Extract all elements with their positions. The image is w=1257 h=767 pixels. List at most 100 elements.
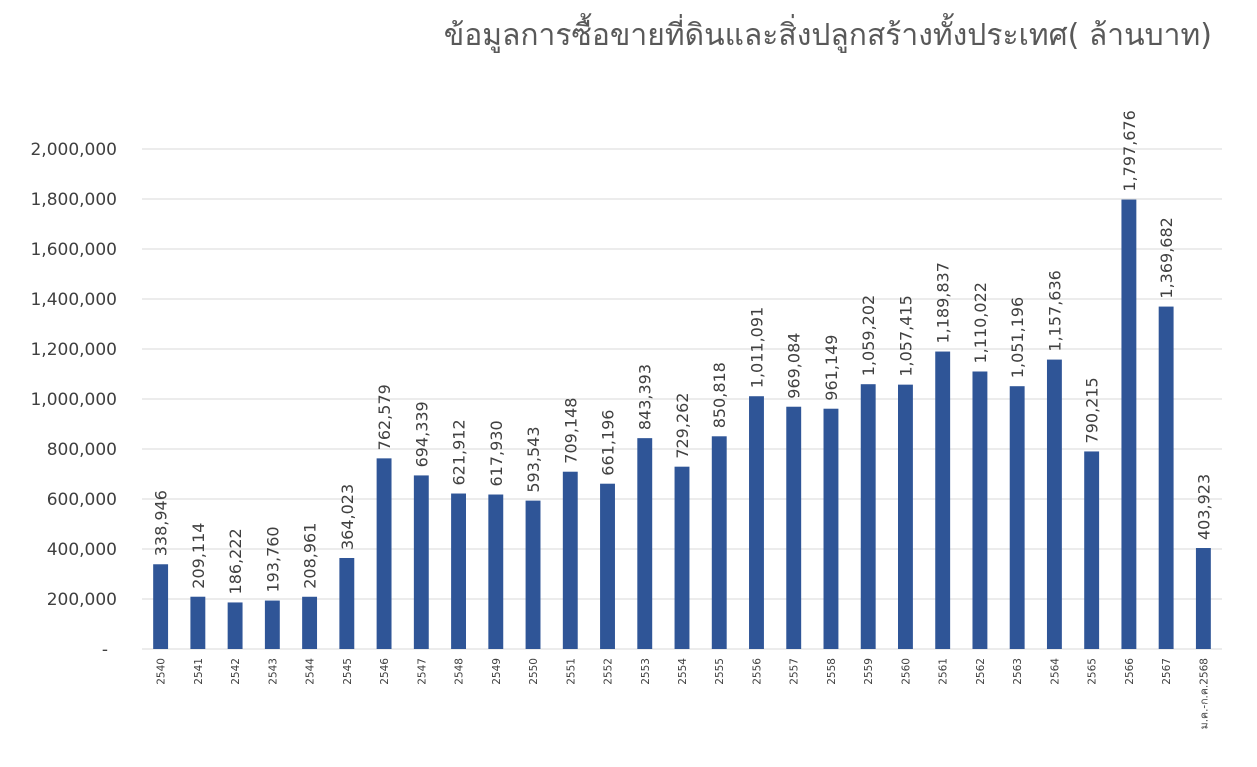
bar xyxy=(1195,548,1211,649)
data-label: 1,189,837 xyxy=(934,262,953,343)
data-label: 1,051,196 xyxy=(1008,297,1027,378)
data-label: 709,148 xyxy=(561,398,580,464)
bar xyxy=(860,384,876,649)
x-tick-label: 2557 xyxy=(789,658,801,685)
x-axis-ticks: 2540 2541 2542 2543 2544 2545 2546 2547 2548 2549… xyxy=(156,658,1211,730)
x-tick-label: 2551 xyxy=(565,658,577,685)
x-tick-label: 2548 xyxy=(454,658,466,685)
data-label: 621,912 xyxy=(450,419,469,485)
data-label: 208,961 xyxy=(301,523,320,589)
bar xyxy=(1046,359,1062,649)
data-label: 1,157,636 xyxy=(1045,270,1064,351)
bar xyxy=(302,596,318,649)
x-tick-label: 2565 xyxy=(1087,658,1099,685)
bar xyxy=(451,493,466,649)
x-tick-label: 2544 xyxy=(305,658,317,685)
x-tick-label: 2564 xyxy=(1049,658,1061,685)
bar xyxy=(674,466,690,649)
data-label: 790,215 xyxy=(1083,377,1102,443)
chart-title: ข้อมูลการซื้อขายที่ดินและสิ่งปลูกสร้างทั… xyxy=(444,13,1212,53)
gridlines xyxy=(142,148,1222,650)
x-tick-label: 2543 xyxy=(267,658,279,685)
data-label: 661,196 xyxy=(599,410,618,476)
bar xyxy=(935,351,951,649)
x-tick-label: 2553 xyxy=(640,658,652,685)
data-labels: 338,946 209,114 186,222 193,760 208,961 364,0… xyxy=(152,110,1214,594)
x-tick-label: 2562 xyxy=(975,658,987,685)
y-tick-label: 400,000 xyxy=(47,540,117,560)
data-label: 1,110,022 xyxy=(971,282,990,363)
x-tick-label: 2567 xyxy=(1161,658,1173,685)
bar xyxy=(227,602,243,649)
x-tick-label: 2559 xyxy=(863,658,875,685)
bar xyxy=(488,494,504,649)
bar xyxy=(898,384,913,649)
y-tick-label: 200,000 xyxy=(47,590,117,610)
data-label: 843,393 xyxy=(636,364,655,430)
y-tick-label: 1,600,000 xyxy=(30,240,117,260)
bar xyxy=(562,471,578,649)
data-label: 1,369,682 xyxy=(1157,217,1176,298)
x-tick-label: 2546 xyxy=(379,658,391,685)
bar xyxy=(600,483,615,649)
data-label: 593,543 xyxy=(524,426,543,492)
bar xyxy=(339,557,355,649)
x-tick-label: 2555 xyxy=(714,658,726,685)
y-tick-label: 1,800,000 xyxy=(30,190,117,210)
bar xyxy=(1158,306,1174,649)
bar xyxy=(264,600,280,649)
data-label: 403,923 xyxy=(1194,474,1213,540)
y-tick-label: 800,000 xyxy=(47,440,117,460)
y-axis-ticks: - 200,000 400,000 600,000 800,000 1,000,000 1,… xyxy=(30,140,117,660)
data-label: 694,339 xyxy=(412,401,431,467)
x-tick-label: 2541 xyxy=(193,658,205,685)
data-label: 1,057,415 xyxy=(896,295,915,376)
bar xyxy=(823,408,839,649)
y-tick-label: 2,000,000 xyxy=(30,140,117,160)
bar xyxy=(972,371,988,649)
bar xyxy=(413,475,429,649)
x-tick-label: 2561 xyxy=(938,658,950,685)
x-tick-label: 2540 xyxy=(156,658,168,685)
data-label: 969,084 xyxy=(785,333,804,399)
bar xyxy=(153,564,169,649)
bar xyxy=(376,458,392,649)
x-tick-label: 2542 xyxy=(230,658,242,685)
x-tick-label: 2560 xyxy=(900,658,912,685)
data-label: 1,011,091 xyxy=(747,307,766,388)
data-label: 850,818 xyxy=(710,362,729,428)
data-label: 617,930 xyxy=(487,420,506,486)
x-tick-label: 2566 xyxy=(1124,658,1136,685)
x-tick-label: 2545 xyxy=(342,658,354,685)
x-tick-label: 2554 xyxy=(677,658,689,685)
x-tick-label: 2558 xyxy=(826,658,838,685)
x-tick-label: 2556 xyxy=(751,658,763,685)
bars xyxy=(153,199,1211,649)
data-label: 186,222 xyxy=(226,528,245,594)
bar xyxy=(786,406,802,649)
data-label: 209,114 xyxy=(189,523,208,589)
data-label: 193,760 xyxy=(263,526,282,592)
bar xyxy=(1084,451,1100,649)
data-label: 338,946 xyxy=(152,490,171,556)
x-tick-label: ม.ค.-ก.ค.2568 xyxy=(1198,658,1210,729)
data-label: 762,579 xyxy=(375,384,394,450)
bar xyxy=(525,500,541,649)
data-label: 729,262 xyxy=(673,393,692,459)
y-tick-label: 1,200,000 xyxy=(30,340,117,360)
bar xyxy=(711,436,727,649)
y-tick-label: - xyxy=(102,640,108,660)
x-tick-label: 2549 xyxy=(491,658,503,685)
x-tick-label: 2563 xyxy=(1012,658,1024,685)
data-label: 1,797,676 xyxy=(1120,110,1139,191)
x-tick-label: 2547 xyxy=(416,658,428,685)
bar xyxy=(1009,386,1025,649)
bar xyxy=(190,596,206,649)
y-tick-label: 600,000 xyxy=(47,490,117,510)
y-tick-label: 1,000,000 xyxy=(30,390,117,410)
bar xyxy=(1121,199,1137,649)
y-tick-label: 1,400,000 xyxy=(30,290,117,310)
data-label: 1,059,202 xyxy=(859,295,878,376)
bar xyxy=(749,396,764,649)
